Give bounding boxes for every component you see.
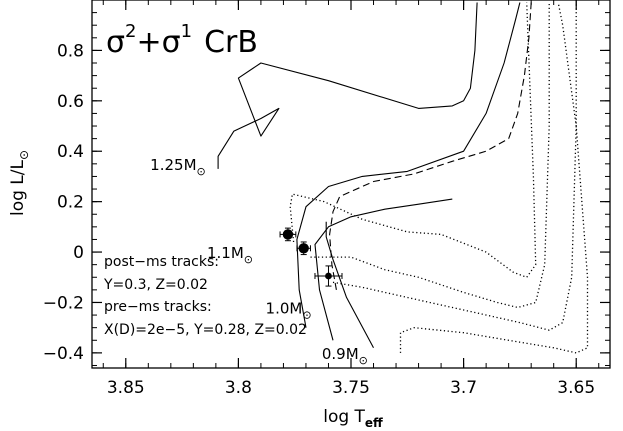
- mass-label: 0.9M⊙: [322, 345, 368, 367]
- annotation-line: X(D)=2e−5, Y=0.28, Z=0.02: [104, 322, 307, 338]
- dashed-track-4: [329, 2, 532, 290]
- y-tick-label: 0.2: [57, 193, 84, 213]
- annotation-line: post−ms tracks:: [104, 254, 219, 270]
- annotation-line: Y=0.3, Z=0.02: [103, 277, 208, 293]
- y-tick-label: −0.2: [43, 293, 84, 313]
- observations: [279, 227, 343, 287]
- y-tick-label: 0.8: [57, 41, 84, 61]
- mass-label: 1.25M⊙: [150, 156, 206, 178]
- axis-ticks: 3.85 3.8 3.75 3.7 3.65 −0.4 −0.2 0 0.2 0.4 0.6 0.8: [43, 0, 610, 398]
- dotted-track-7: [332, 2, 577, 331]
- annotation-line: pre−ms tracks:: [104, 299, 212, 315]
- solid-track-2: [314, 198, 453, 341]
- star-point: [298, 243, 309, 254]
- dotted-track-5: [289, 2, 537, 278]
- dotted-track-6: [310, 2, 550, 309]
- mass-label: 1.1M⊙: [207, 244, 253, 266]
- x-tick-label: 3.75: [332, 378, 370, 398]
- star-point: [282, 229, 294, 240]
- star-point: [325, 272, 332, 280]
- mass-label: 1.0M⊙: [266, 300, 312, 322]
- solid-track-1: [296, 2, 521, 328]
- solid-track-0: [217, 2, 478, 169]
- y-tick-label: −0.4: [43, 344, 84, 364]
- solid-track-3: [325, 221, 374, 349]
- y-tick-label: 0: [73, 243, 84, 263]
- x-tick-label: 3.85: [107, 378, 145, 398]
- x-tick-label: 3.65: [557, 378, 595, 398]
- x-tick-label: 3.8: [225, 378, 252, 398]
- y-tick-label: 0.4: [57, 142, 84, 162]
- mass-labels: 1.25M⊙ 1.1M⊙ 1.0M⊙ 0.9M⊙: [150, 156, 368, 367]
- chart-title: σ2+σ1 CrB: [106, 21, 258, 60]
- dotted-track-8: [399, 2, 589, 354]
- model-annotations: post−ms tracks: Y=0.3, Z=0.02 pre−ms track…: [103, 254, 307, 338]
- x-axis-label: log Teff: [323, 407, 383, 430]
- x-tick-label: 3.7: [450, 378, 477, 398]
- y-axis-label: log L/L⊙: [8, 150, 31, 216]
- plot-frame: [91, 0, 611, 369]
- y-tick-label: 0.6: [57, 92, 84, 112]
